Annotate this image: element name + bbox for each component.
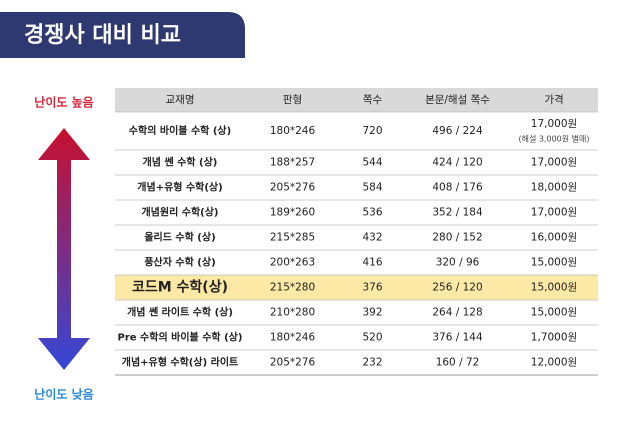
cell: 720	[362, 125, 382, 137]
cell: 352 / 184	[432, 207, 483, 219]
cell: 12,000원	[531, 357, 577, 369]
cell: 536	[362, 207, 382, 219]
cell: 215*280	[270, 282, 315, 294]
cell: 1,7000원	[531, 332, 577, 344]
cell: 160 / 72	[436, 357, 480, 369]
column-header: 교재명	[166, 94, 195, 106]
cell: 15,000원	[531, 307, 577, 319]
difficulty-high: 난이도 높음	[34, 95, 93, 110]
column-header: 판형	[283, 94, 302, 106]
book-name: 수학의 바이블 수학 (상)	[129, 124, 231, 137]
book-name: Pre 수학의 바이블 수학 (상)	[118, 331, 243, 344]
cell: 416	[362, 257, 382, 269]
cell: 544	[362, 157, 382, 169]
title-tab	[0, 12, 245, 58]
cell: 215*285	[270, 232, 315, 244]
cell: 320 / 96	[436, 257, 480, 269]
book-name: 개념 쎈 라이트 수학 (상)	[127, 306, 233, 319]
highlight-row	[115, 275, 598, 300]
column-header: 가격	[544, 93, 563, 106]
cell: 584	[362, 182, 382, 194]
book-name: 코드M 수학(상)	[132, 280, 228, 296]
cell: 180*246	[270, 332, 316, 344]
cell: 432	[362, 232, 382, 244]
book-name: 개념원리 수학(상)	[141, 206, 218, 219]
cell: 280 / 152	[432, 232, 482, 244]
cell: 17,000원	[531, 207, 577, 219]
cell: 392	[362, 307, 382, 319]
book-name: 개념 쎈 수학 (상)	[143, 156, 218, 169]
cell: 496 / 224	[432, 125, 483, 137]
header-row	[115, 88, 598, 112]
price-note: (해설 3,000원 별매)	[518, 134, 589, 144]
cell: 17,000원	[531, 157, 577, 169]
cell: 180*246	[270, 125, 316, 137]
difficulty-arrow	[38, 128, 90, 370]
book-name: 개념+유형 수학(상)	[137, 181, 222, 194]
cell: 408 / 176	[432, 182, 483, 194]
cell: 210*280	[270, 307, 315, 319]
book-name: 개념+유형 수학(상) 라이트	[122, 356, 238, 369]
cell: 376	[362, 282, 382, 294]
column-header: 쪽수	[363, 94, 383, 106]
cell: 232	[362, 357, 382, 369]
title: 경쟁사 대비 비교	[24, 23, 181, 48]
cell: 17,000원	[531, 118, 577, 130]
cell: 376 / 144	[432, 332, 483, 344]
cell: 520	[362, 332, 382, 344]
column-header: 본문/해설 쪽수	[425, 93, 490, 106]
cell: 15,000원	[531, 282, 577, 294]
cell: 256 / 120	[432, 282, 482, 294]
cell: 16,000원	[531, 232, 577, 244]
cell: 15,000원	[531, 257, 577, 269]
cell: 205*276	[270, 182, 316, 194]
difficulty-low: 난이도 낮음	[34, 387, 93, 402]
cell: 188*257	[270, 157, 315, 169]
book-name: 올리드 수학 (상)	[144, 231, 215, 244]
cell: 200*263	[270, 257, 315, 269]
cell: 189*260	[270, 207, 315, 219]
book-name: 풍산자 수학 (상)	[144, 256, 215, 269]
cell: 18,000원	[531, 182, 577, 194]
cell: 205*276	[270, 357, 316, 369]
cell: 264 / 128	[432, 307, 482, 319]
cell: 424 / 120	[432, 157, 482, 169]
